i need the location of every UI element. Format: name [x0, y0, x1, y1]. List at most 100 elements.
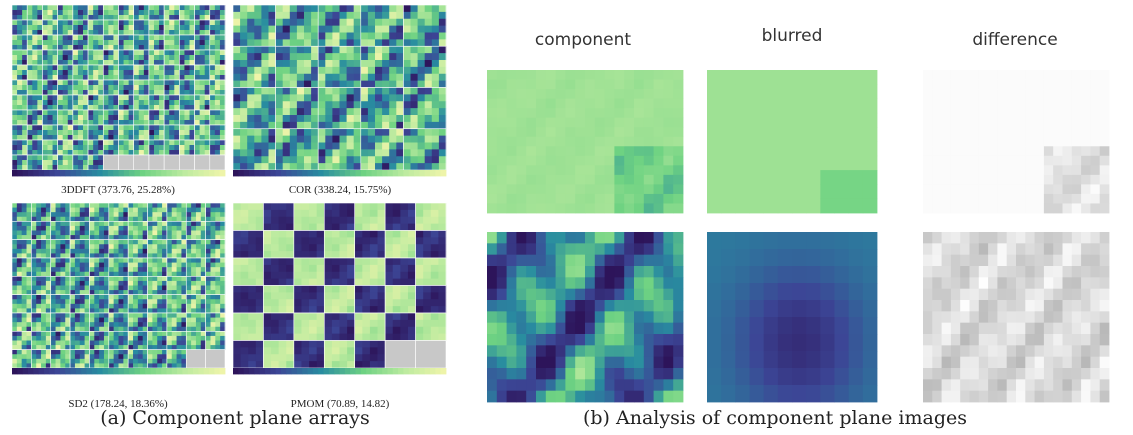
cell [166, 290, 173, 296]
cell [204, 125, 211, 131]
cell [205, 345, 211, 351]
cell [31, 225, 37, 231]
cell [174, 115, 180, 121]
cell [99, 290, 105, 296]
cell [194, 5, 201, 11]
cell [108, 313, 115, 318]
cell [52, 10, 59, 16]
cell [311, 128, 319, 137]
cell [118, 230, 124, 236]
cell [296, 108, 305, 116]
cell [233, 121, 241, 130]
cell [133, 326, 139, 332]
cell [375, 80, 383, 88]
cell [79, 203, 86, 208]
cell [431, 142, 440, 150]
cell [166, 363, 173, 369]
cell [26, 221, 32, 227]
pixel [487, 203, 498, 214]
cell [347, 278, 356, 286]
cell [316, 299, 325, 307]
cell [278, 306, 287, 314]
cell [57, 90, 64, 96]
cell [47, 50, 53, 56]
cell [360, 101, 369, 109]
cell [103, 212, 110, 218]
cell [309, 230, 318, 238]
cell [240, 108, 248, 116]
cell [47, 5, 53, 11]
cell [233, 94, 241, 102]
cell [199, 90, 206, 96]
cell [169, 25, 175, 31]
cell [147, 303, 153, 309]
cell [369, 326, 378, 335]
cell [410, 101, 418, 109]
cell [417, 156, 426, 164]
cell [17, 105, 23, 111]
cell [157, 258, 163, 263]
cell [331, 361, 340, 369]
cell [214, 120, 221, 126]
cell [233, 87, 241, 95]
cell [278, 326, 287, 335]
cell [174, 60, 180, 66]
pixel [594, 155, 605, 166]
cell [157, 340, 163, 346]
cell [166, 358, 173, 364]
cell [22, 120, 28, 126]
cell [179, 65, 185, 71]
colorbar [302, 170, 308, 177]
cell [286, 354, 295, 362]
cell [325, 149, 333, 157]
pixel [653, 155, 664, 166]
cell [430, 326, 439, 335]
cell [52, 100, 59, 106]
cell [293, 340, 302, 348]
cell [282, 32, 291, 40]
cell [162, 313, 168, 318]
cell [179, 5, 185, 11]
cell [438, 203, 447, 211]
pixel [585, 203, 596, 214]
cell [369, 264, 378, 273]
cell [52, 90, 59, 96]
cell [133, 299, 139, 305]
cell [195, 340, 202, 346]
cell [220, 322, 226, 328]
cell [339, 299, 348, 307]
cell [99, 244, 105, 250]
colorbar [419, 368, 426, 375]
cell [142, 335, 148, 341]
cell [194, 145, 201, 151]
cell [93, 10, 99, 16]
cell [199, 100, 206, 106]
cell [62, 45, 69, 51]
cell [407, 251, 416, 259]
cell [113, 85, 119, 91]
cell [362, 258, 371, 266]
cell [154, 100, 160, 106]
cell [37, 75, 43, 81]
colorbar [233, 368, 239, 375]
cell [47, 145, 53, 151]
cell [191, 235, 197, 241]
cell [186, 340, 192, 346]
cell [215, 335, 221, 341]
cell [159, 60, 165, 66]
cell [79, 253, 86, 259]
colorbar [414, 170, 420, 177]
cell [88, 140, 94, 146]
cell [415, 203, 424, 211]
cell [21, 358, 27, 364]
cell [50, 267, 56, 273]
cell [41, 221, 47, 227]
pixel [496, 184, 507, 195]
cell [254, 39, 262, 47]
cell [26, 326, 32, 332]
cell [89, 317, 95, 323]
colorbar [403, 368, 410, 375]
cell [12, 294, 18, 300]
cell [147, 354, 153, 360]
cell [79, 225, 86, 231]
